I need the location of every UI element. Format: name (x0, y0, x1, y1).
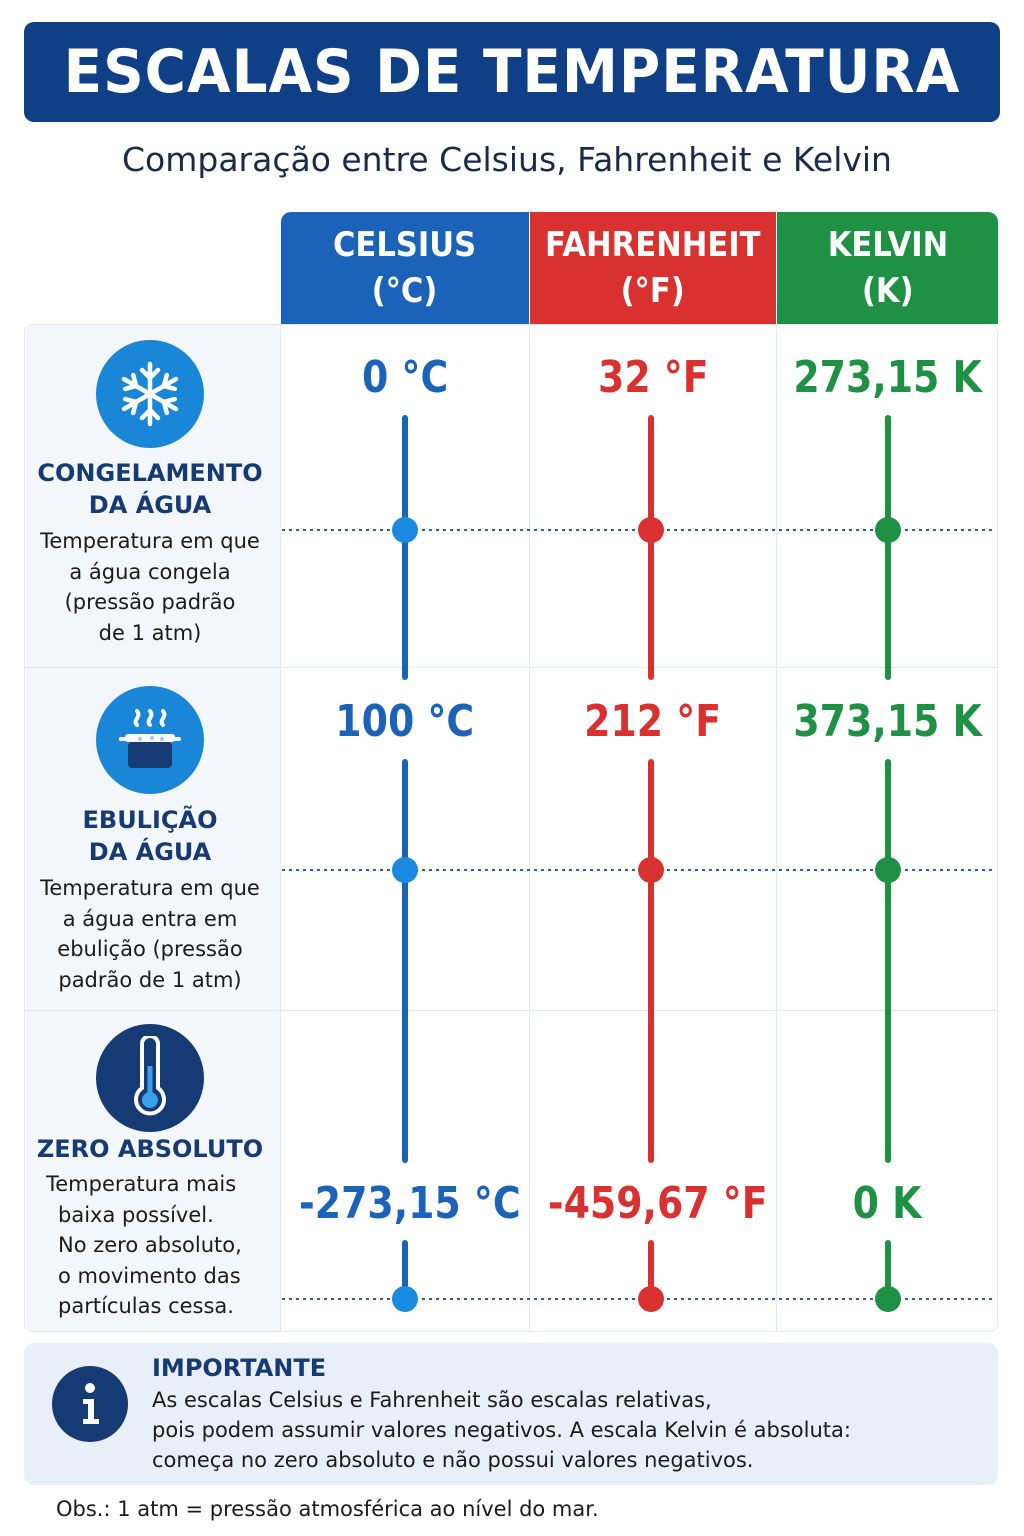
kelvin-zero-marker (875, 1286, 901, 1312)
title-banner: ESCALAS DE TEMPERATURA (24, 22, 1000, 122)
boiling-celsius-value: 100 °C (335, 696, 475, 747)
boiling-title: EBULIÇÃO DA ÁGUA (82, 806, 218, 866)
boiling-pot-icon (96, 686, 204, 794)
absolute-zero-fahrenheit-value: -459,67 °F (547, 1178, 768, 1229)
footnote: Obs.: 1 atm = pressão atmosférica ao nív… (56, 1497, 599, 1521)
freezing-title: CONGELAMENTO DA ÁGUA (37, 459, 263, 519)
column-divider (776, 324, 777, 1332)
header-kelvin-name: KELVIN (827, 225, 948, 265)
freezing-kelvin-value: 273,15 K (793, 352, 982, 403)
boiling-kelvin-value: 373,15 K (793, 696, 982, 747)
header-fahrenheit: FAHRENHEIT (°F) (530, 212, 776, 324)
page-subtitle: Comparação entre Celsius, Fahrenheit e K… (122, 140, 892, 179)
kelvin-boiling-marker (875, 857, 901, 883)
freezing-celsius-value: 0 °C (361, 352, 449, 403)
header-celsius-name: CELSIUS (333, 225, 477, 265)
header-celsius-unit: (°C) (372, 271, 438, 311)
kelvin-freezing-marker (875, 517, 901, 543)
info-icon (52, 1366, 128, 1442)
row-labels-panel (26, 325, 280, 1331)
note-title: IMPORTANTE (152, 1354, 327, 1382)
row-divider (24, 1010, 998, 1011)
boiling-description: Temperatura em que a água entra em ebuli… (40, 876, 260, 992)
header-kelvin-unit: (K) (861, 271, 914, 311)
snowflake-icon (96, 340, 204, 448)
header-fahrenheit-unit: (°F) (620, 271, 686, 311)
celsius-freezing-marker (392, 517, 418, 543)
note-text: As escalas Celsius e Fahrenheit são esca… (152, 1388, 851, 1472)
absolute-zero-celsius-value: -273,15 °C (299, 1178, 521, 1229)
freezing-fahrenheit-value: 32 °F (597, 352, 709, 403)
header-kelvin: KELVIN (K) (777, 212, 998, 324)
thermometer-icon (96, 1024, 204, 1132)
boiling-fahrenheit-value: 212 °F (584, 696, 722, 747)
freezing-description: Temperatura em que a água congela (press… (40, 529, 260, 645)
important-note (24, 1343, 998, 1485)
fahrenheit-boiling-marker (638, 857, 664, 883)
fahrenheit-zero-marker (638, 1286, 664, 1312)
absolute-zero-title: ZERO ABSOLUTO (36, 1135, 264, 1163)
header-fahrenheit-name: FAHRENHEIT (545, 225, 761, 265)
absolute-zero-kelvin-value: 0 K (853, 1178, 922, 1229)
page-title: ESCALAS DE TEMPERATURA (63, 37, 961, 107)
celsius-zero-marker (392, 1286, 418, 1312)
header-celsius: CELSIUS (°C) (281, 212, 529, 324)
fahrenheit-freezing-marker (638, 517, 664, 543)
column-divider (280, 324, 281, 1332)
absolute-zero-description: Temperatura mais baixa possível. No zero… (46, 1172, 242, 1318)
row-divider (24, 667, 998, 668)
column-divider (529, 324, 530, 1332)
celsius-boiling-marker (392, 857, 418, 883)
